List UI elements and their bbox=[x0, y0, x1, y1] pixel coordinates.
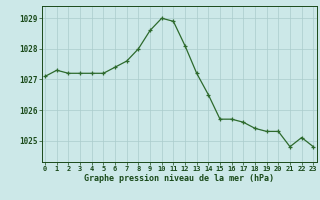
X-axis label: Graphe pression niveau de la mer (hPa): Graphe pression niveau de la mer (hPa) bbox=[84, 174, 274, 183]
